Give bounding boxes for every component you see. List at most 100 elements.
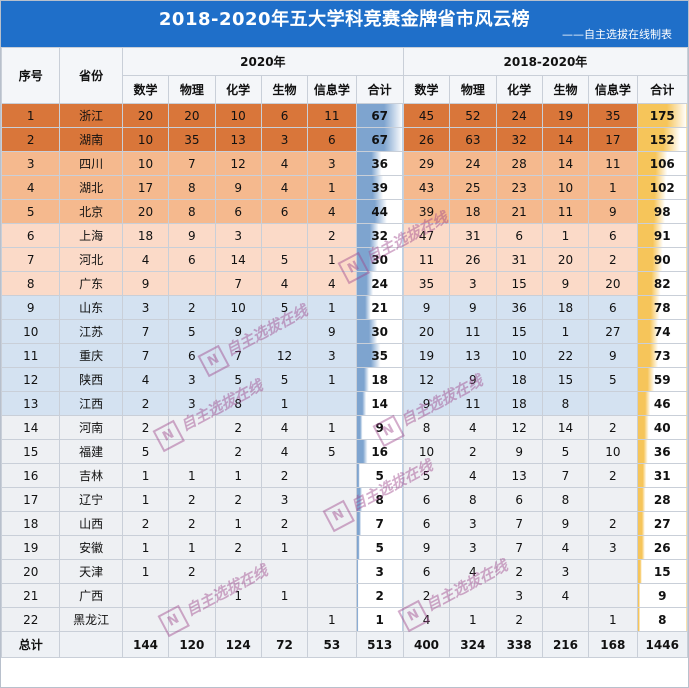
subject-cell: 1: [168, 463, 216, 488]
province-cell: 四川: [59, 151, 123, 176]
total-sum-cell: 168: [588, 631, 638, 658]
subject-cell: 2: [168, 487, 216, 512]
rank-cell: 1: [0, 103, 61, 128]
header-row-groups: 序号 省份 2020年 2018-2020年: [0, 47, 689, 104]
subject-cell: 9: [495, 439, 543, 464]
subject-cell: 3: [260, 127, 309, 152]
subject-cell: 8: [541, 487, 590, 512]
table-row: 7 河北 4 6 14 5 1 30 11 26 31 20 2 90: [0, 247, 688, 272]
province-cell: 江苏: [59, 319, 123, 344]
province-cell: 河南: [59, 415, 123, 440]
total-range-cell: 40: [636, 415, 688, 440]
subject-cell: 3: [449, 535, 497, 560]
province-cell: 山西: [59, 511, 123, 536]
subject-cell: [260, 319, 309, 344]
subject-cell: 3: [260, 487, 309, 512]
subject-cell: [307, 391, 357, 416]
rank-cell: 22: [0, 607, 61, 632]
subject-cell: 4: [121, 247, 170, 272]
subject-cell: 14: [214, 247, 262, 272]
total-range-cell: 26: [636, 535, 688, 560]
subject-cell: 8: [402, 415, 451, 440]
subject-cell: 3: [495, 583, 543, 608]
rank-cell: 6: [0, 223, 61, 248]
total-range-cell: 27: [636, 511, 688, 536]
table-row: 1 浙江 20 20 10 6 11 67 45 52 24 19 35 175: [0, 103, 688, 128]
subject-cell: 6: [495, 223, 543, 248]
subject-cell: 12: [402, 367, 451, 392]
subject-cell: 20: [121, 103, 170, 128]
header-group-2020: 2020年: [121, 47, 404, 76]
subject-cell: 10: [121, 127, 170, 152]
subject-cell: 47: [402, 223, 451, 248]
subject-cell: 6: [402, 559, 451, 584]
total-range-cell: 91: [636, 223, 688, 248]
table-row: 6 上海 18 9 3 2 32 47 31 6 1 6 91: [0, 223, 688, 248]
province-cell: 辽宁: [59, 487, 123, 512]
subject-cell: 24: [495, 103, 543, 128]
subject-cell: 2: [121, 511, 170, 536]
header-y2020-subject: 化学: [214, 75, 262, 104]
rank-cell: 2: [0, 127, 61, 152]
subject-cell: 1: [121, 487, 170, 512]
subject-cell: 20: [121, 199, 170, 224]
header-y2020-subject: 物理: [168, 75, 216, 104]
subject-cell: 7: [541, 463, 590, 488]
subject-cell: 3: [121, 295, 170, 320]
subject-cell: 9: [541, 511, 590, 536]
subject-cell: 3: [168, 391, 216, 416]
medal-table: 序号 省份 2020年 2018-2020年 数学 物理 化学 生物 信息学 合计 数学 物理…: [0, 47, 689, 658]
subject-cell: 1: [588, 607, 638, 632]
total-sum-cell: 53: [307, 631, 357, 658]
total-range-cell: 73: [636, 343, 688, 368]
subject-cell: 15: [495, 319, 543, 344]
page-subtitle: ——自主选拔在线制表: [562, 28, 672, 41]
rank-cell: 12: [0, 367, 61, 392]
subject-cell: 8: [168, 199, 216, 224]
subject-cell: 7: [495, 511, 543, 536]
subject-cell: 10: [495, 343, 543, 368]
province-cell: 北京: [59, 199, 123, 224]
subject-cell: 1: [307, 367, 357, 392]
page-title: 2018-2020年五大学科竞赛金牌省市风云榜: [158, 9, 531, 30]
total-sum-cell: 338: [495, 631, 543, 658]
subject-cell: 3: [307, 151, 357, 176]
subject-cell: 35: [402, 271, 451, 296]
header-range-subject: 物理: [449, 75, 497, 104]
subject-cell: 20: [541, 247, 590, 272]
total-2020-cell: 44: [355, 199, 404, 224]
subject-cell: [588, 583, 638, 608]
subject-cell: 5: [402, 463, 451, 488]
rank-cell: 15: [0, 439, 61, 464]
subject-cell: [307, 559, 357, 584]
subject-cell: 6: [214, 199, 262, 224]
subject-cell: 5: [260, 367, 309, 392]
total-sum-cell: 120: [168, 631, 216, 658]
subject-cell: 5: [260, 295, 309, 320]
province-cell: 湖北: [59, 175, 123, 200]
subject-cell: 2: [214, 535, 262, 560]
total-range-cell: 9: [636, 583, 688, 608]
total-range-cell: 106: [636, 151, 688, 176]
total-range-cell: 36: [636, 439, 688, 464]
subject-cell: 5: [260, 247, 309, 272]
subject-cell: [307, 535, 357, 560]
subject-cell: 63: [449, 127, 497, 152]
title-bar: 2018-2020年五大学科竞赛金牌省市风云榜 ——自主选拔在线制表: [1, 1, 688, 47]
subject-cell: 15: [495, 271, 543, 296]
province-cell: 陕西: [59, 367, 123, 392]
table-row: 15 福建 5 2 4 5 16 10 2 9 5 10 36: [0, 439, 688, 464]
header-range-subject: 数学: [402, 75, 451, 104]
subject-cell: 19: [402, 343, 451, 368]
subject-cell: 35: [168, 127, 216, 152]
total-2020-cell: 36: [355, 151, 404, 176]
subject-cell: 1: [121, 463, 170, 488]
rank-cell: 11: [0, 343, 61, 368]
subject-cell: 21: [495, 199, 543, 224]
total-sum-cell: 1446: [636, 631, 688, 658]
subject-cell: 18: [449, 199, 497, 224]
total-2020-cell: 5: [355, 535, 404, 560]
subject-cell: 11: [449, 391, 497, 416]
subject-cell: 12: [260, 343, 309, 368]
